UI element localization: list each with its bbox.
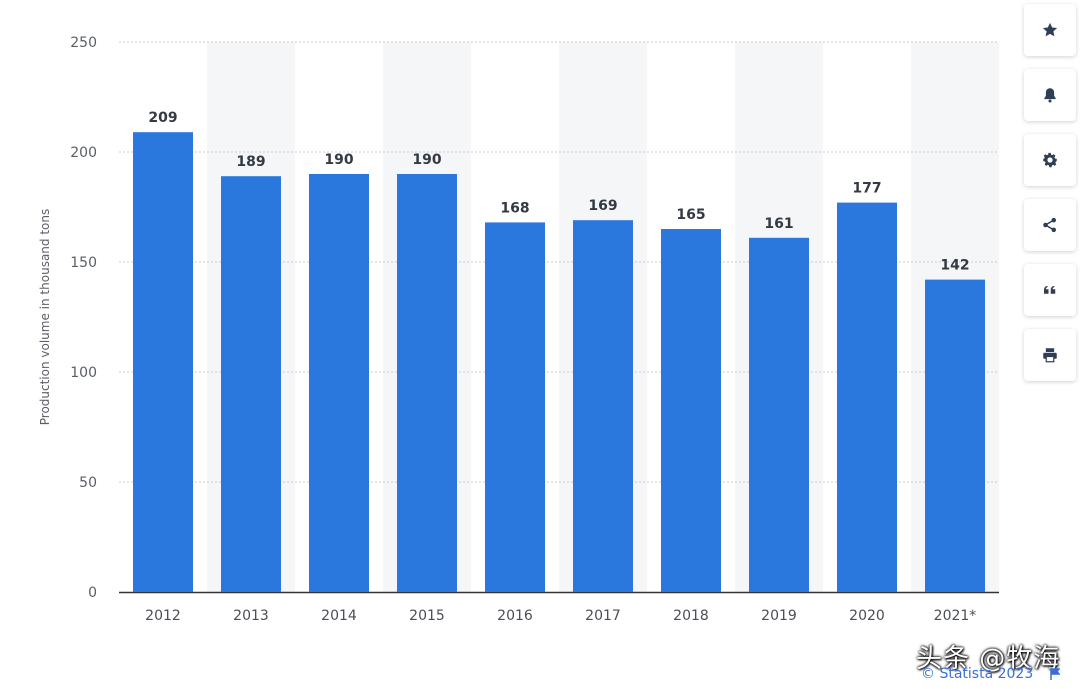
x-tick-label: 2012 (145, 608, 181, 624)
data-label: 161 (764, 216, 793, 232)
flag-icon[interactable] (1050, 668, 1060, 680)
x-tick-label: 2014 (321, 608, 357, 624)
x-tick-label: 2013 (233, 608, 269, 624)
bar[interactable] (221, 176, 281, 592)
x-tick-label: 2017 (585, 608, 621, 624)
y-tick-label: 0 (88, 585, 97, 601)
data-label: 190 (324, 152, 353, 168)
chart-toolbar (1024, 4, 1078, 394)
data-label: 168 (500, 200, 529, 216)
category-labels: 2012 2013 2014 2015 2016 2017 2018 2019 2020 2021… (145, 608, 976, 624)
notification-button[interactable] (1024, 69, 1076, 121)
data-label: 189 (236, 154, 265, 170)
y-tick-label: 250 (70, 35, 97, 51)
data-label: 190 (412, 152, 441, 168)
print-icon (1043, 348, 1057, 363)
bar[interactable] (397, 174, 457, 592)
quote-icon (1044, 285, 1056, 294)
share-icon (1043, 217, 1056, 233)
x-tick-label: 2016 (497, 608, 533, 624)
data-label: 209 (148, 110, 177, 126)
data-label: 169 (588, 198, 617, 214)
y-tick-label: 100 (70, 365, 97, 381)
x-tick-label: 2018 (673, 608, 709, 624)
y-tick-labels: 0 50 100 150 200 250 (70, 35, 97, 601)
data-label: 165 (676, 207, 705, 223)
favorite-button[interactable] (1024, 4, 1076, 56)
print-button[interactable] (1024, 329, 1076, 381)
y-tick-label: 50 (79, 475, 97, 491)
cite-button[interactable] (1024, 264, 1076, 316)
y-tick-label: 150 (70, 255, 97, 271)
x-tick-label: 2021* (934, 608, 977, 624)
bar[interactable] (133, 132, 193, 592)
watermark: 头条 @牧海 (916, 644, 1061, 674)
share-button[interactable] (1024, 199, 1076, 251)
y-tick-label: 200 (70, 145, 97, 161)
bar[interactable] (309, 174, 369, 592)
statista-credit[interactable]: © Statista 2023 (921, 666, 1034, 682)
x-tick-label: 2015 (409, 608, 445, 624)
star-icon (1042, 22, 1058, 37)
bar[interactable] (837, 202, 897, 592)
x-tick-label: 2020 (849, 608, 885, 624)
settings-button[interactable] (1024, 134, 1076, 186)
data-label: 177 (852, 181, 881, 197)
bar[interactable] (749, 237, 809, 593)
y-axis-label: Production volume in thousand tons (38, 209, 52, 426)
bar[interactable] (925, 279, 985, 592)
data-label: 142 (940, 258, 969, 274)
bell-icon (1044, 88, 1056, 103)
bar[interactable] (661, 229, 721, 592)
bars (133, 132, 985, 593)
x-tick-label: 2019 (761, 608, 797, 624)
bar[interactable] (485, 222, 545, 592)
bar[interactable] (573, 220, 633, 592)
gear-icon (1043, 152, 1057, 168)
data-labels: 209 189 190 190 168 169 165 161 177 142 (148, 110, 969, 273)
